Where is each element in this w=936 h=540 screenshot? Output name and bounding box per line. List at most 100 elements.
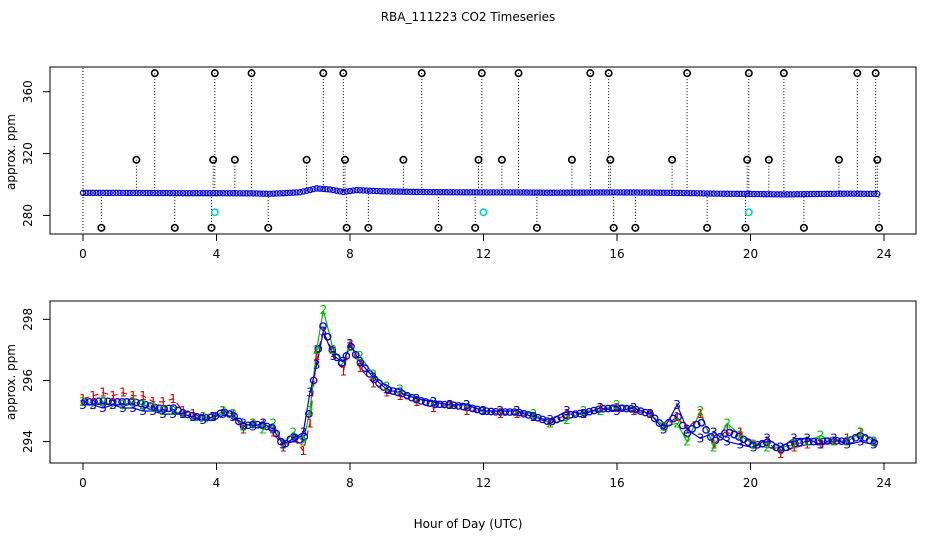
spike-point bbox=[631, 223, 640, 232]
bottom-y-axis: 294 296 298 bbox=[21, 308, 50, 453]
mean-point bbox=[548, 417, 556, 426]
series-1-marker: 1 bbox=[546, 416, 554, 430]
spike-point bbox=[586, 69, 595, 78]
baseline-point bbox=[113, 189, 120, 197]
baseline-point bbox=[396, 188, 404, 195]
series-1-marker: 1 bbox=[169, 392, 177, 406]
baseline-point bbox=[243, 190, 250, 197]
baseline-point bbox=[203, 189, 210, 197]
baseline-point bbox=[330, 186, 337, 194]
baseline-point bbox=[784, 191, 791, 198]
series-1-marker: 1 bbox=[139, 389, 147, 403]
series-2-marker: 2 bbox=[279, 438, 287, 452]
baseline-point bbox=[483, 189, 491, 196]
mean-point bbox=[805, 437, 813, 446]
mean-point bbox=[622, 404, 631, 413]
series-1-marker: 1 bbox=[580, 407, 588, 421]
series-3-marker: 3 bbox=[843, 438, 851, 452]
series-1-marker: 1 bbox=[279, 441, 287, 455]
mean-point bbox=[393, 388, 402, 397]
baseline-point bbox=[280, 189, 287, 197]
mean-point bbox=[781, 443, 790, 452]
series-2-marker: 2 bbox=[563, 413, 571, 427]
series-3-marker: 3 bbox=[803, 432, 811, 446]
baseline-point bbox=[373, 187, 380, 195]
baseline-point bbox=[146, 189, 153, 197]
series-3-marker: 3 bbox=[279, 438, 287, 452]
series-3-marker: 3 bbox=[480, 404, 488, 418]
baseline-point bbox=[376, 187, 384, 195]
series-2-marker: 2 bbox=[313, 343, 321, 357]
mean-point bbox=[178, 409, 187, 417]
mean-point bbox=[632, 405, 640, 414]
mean-point bbox=[842, 437, 851, 446]
series-1-marker: 1 bbox=[777, 447, 785, 461]
baseline-point bbox=[163, 189, 170, 197]
series-1-marker: 1 bbox=[660, 419, 668, 433]
series-1-marker: 1 bbox=[673, 410, 681, 424]
baseline-point bbox=[763, 190, 771, 198]
baseline-point bbox=[470, 189, 477, 196]
mean-point bbox=[431, 400, 439, 408]
series-2-marker: 2 bbox=[530, 407, 538, 421]
baseline-point bbox=[443, 189, 450, 196]
baseline-point bbox=[123, 189, 130, 197]
mean-point bbox=[837, 437, 846, 446]
spike-point bbox=[339, 69, 348, 78]
mean-point bbox=[286, 435, 295, 444]
series-1-marker: 1 bbox=[289, 432, 297, 446]
mean-point bbox=[576, 409, 584, 418]
series-2-marker: 2 bbox=[710, 441, 718, 455]
series-3-marker: 3 bbox=[289, 432, 297, 446]
mean-point bbox=[791, 439, 799, 448]
baseline-point bbox=[567, 189, 574, 196]
bottom-x-tick-label: 12 bbox=[476, 476, 491, 490]
bottom-y-tick-label: 298 bbox=[21, 308, 35, 331]
mean-point bbox=[646, 410, 654, 418]
mean-point bbox=[515, 408, 524, 417]
mean-point bbox=[85, 398, 94, 406]
baseline-point bbox=[336, 188, 344, 195]
spike-point bbox=[799, 223, 808, 232]
baseline-point bbox=[179, 189, 187, 197]
baseline-point bbox=[420, 188, 427, 196]
baseline-point bbox=[827, 190, 834, 198]
mean-point bbox=[552, 415, 561, 424]
mean-point bbox=[412, 395, 421, 404]
baseline-point bbox=[630, 189, 637, 196]
series-2-marker: 2 bbox=[660, 419, 668, 433]
top-x-tick-label: 16 bbox=[609, 247, 624, 261]
baseline-point bbox=[223, 190, 230, 197]
baseline-point bbox=[710, 190, 717, 197]
mean-point bbox=[90, 397, 98, 406]
baseline-point bbox=[814, 190, 821, 198]
cyan-point bbox=[210, 208, 219, 217]
baseline-point bbox=[500, 189, 507, 196]
series-3-marker: 3 bbox=[563, 404, 571, 418]
baseline-point bbox=[493, 189, 501, 196]
series-1-marker: 1 bbox=[229, 407, 237, 421]
mean-point bbox=[421, 398, 430, 406]
baseline-point bbox=[173, 189, 180, 197]
mean-point bbox=[823, 437, 832, 445]
series-3-marker: 3 bbox=[189, 410, 197, 424]
mean-point bbox=[94, 397, 103, 406]
series-1-marker: 1 bbox=[710, 438, 718, 452]
baseline-point bbox=[864, 190, 871, 197]
series-2-marker: 2 bbox=[383, 380, 391, 394]
series-2-marker: 2 bbox=[209, 410, 217, 424]
baseline-point bbox=[353, 186, 360, 194]
baseline-point bbox=[693, 190, 701, 197]
series-3-marker: 3 bbox=[109, 398, 117, 412]
mean-point bbox=[477, 406, 486, 415]
series-3-marker: 3 bbox=[179, 407, 187, 421]
top-panel-data bbox=[79, 68, 883, 233]
series-1-marker: 1 bbox=[817, 438, 825, 452]
baseline-point bbox=[450, 189, 457, 196]
baseline-point bbox=[486, 189, 494, 196]
series-2-marker: 2 bbox=[370, 367, 378, 381]
mean-point bbox=[118, 398, 126, 406]
mean-point bbox=[150, 403, 159, 412]
baseline-point bbox=[153, 189, 160, 197]
baseline-point bbox=[787, 191, 794, 198]
